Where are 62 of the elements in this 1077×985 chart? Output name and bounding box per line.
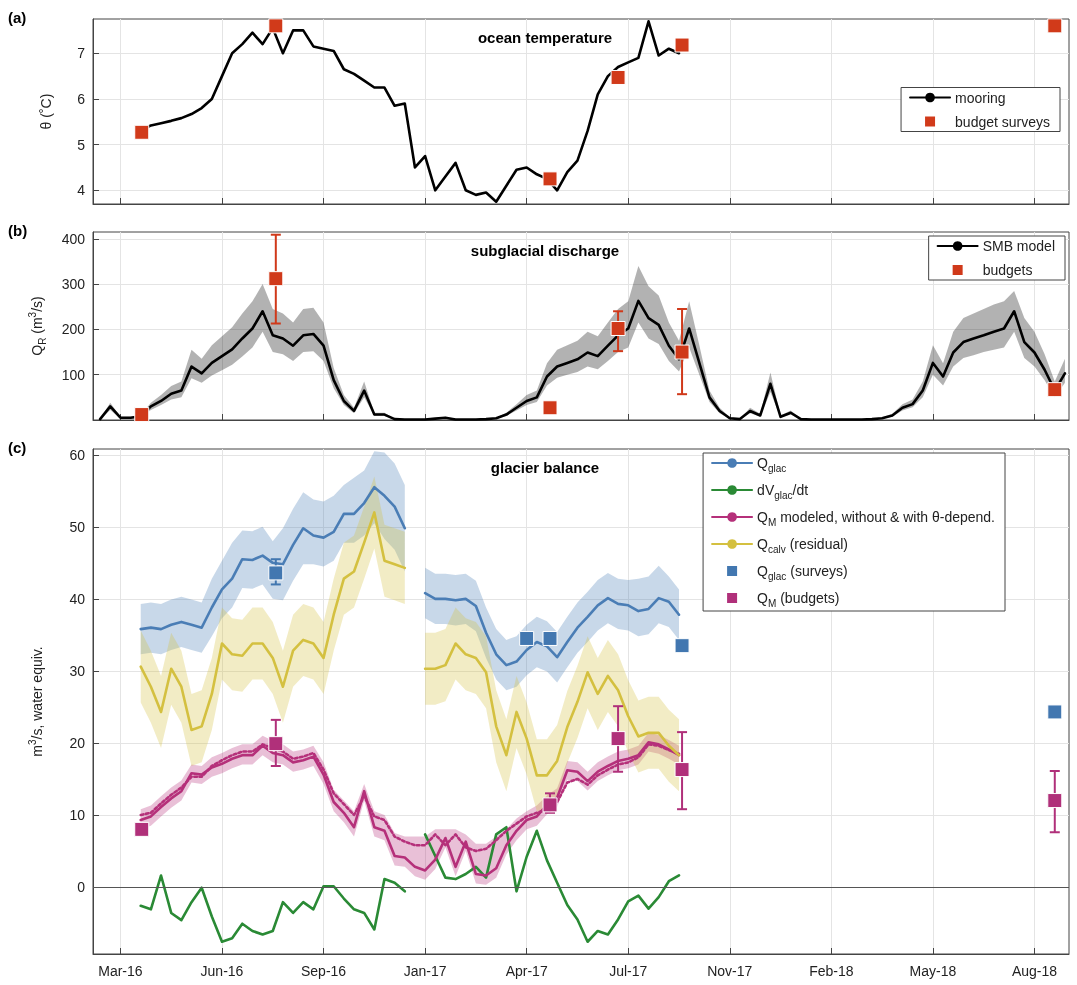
y-tick-label: 4	[77, 182, 86, 199]
point	[542, 797, 558, 813]
legend-label: budget surveys	[955, 113, 1051, 130]
legend-label: mooring	[955, 89, 1006, 106]
text: subglacial discharge	[470, 242, 620, 259]
y-axis-title: θ (˚C)	[38, 93, 54, 130]
point	[134, 407, 150, 423]
point	[134, 821, 150, 837]
point	[268, 18, 284, 34]
point	[519, 630, 535, 646]
line-series	[98, 299, 1067, 421]
point	[1047, 18, 1063, 34]
y-tick-label: 200	[61, 321, 86, 338]
text: (b)	[8, 222, 28, 239]
x-tick-label: Aug-18	[1011, 963, 1058, 979]
point	[1047, 793, 1063, 809]
point	[268, 736, 284, 752]
y-tick-label: 10	[69, 806, 86, 823]
y-axis-title: QR (m3/s)	[26, 296, 48, 356]
y-tick-label: 400	[61, 230, 86, 247]
y-tick-label: 50	[69, 518, 86, 535]
point	[674, 37, 690, 53]
point	[268, 271, 284, 287]
x-tick-label: Jan-17	[403, 963, 447, 979]
point	[674, 762, 690, 778]
y-tick-label: 0	[77, 879, 86, 895]
y-tick-label: 5	[77, 136, 86, 153]
point	[610, 731, 626, 747]
legend-label: budgets	[982, 262, 1033, 278]
x-tick-label: Feb-18	[809, 963, 854, 979]
point	[542, 400, 558, 416]
y-tick-label: 30	[69, 662, 86, 679]
point	[674, 638, 690, 654]
point	[674, 344, 690, 360]
x-tick-label: Nov-17	[707, 963, 753, 979]
legend-label: SMB model	[982, 238, 1055, 254]
point	[542, 171, 558, 187]
text: (a)	[8, 9, 27, 26]
point	[1047, 704, 1063, 720]
x-tick-label: Jun-16	[200, 963, 244, 979]
y-tick-label: 100	[61, 366, 86, 383]
y-tick-label: 60	[69, 446, 86, 463]
y-tick-label: 20	[69, 734, 86, 751]
y-tick-label: 6	[77, 90, 86, 107]
point	[542, 630, 558, 646]
x-tick-label: Apr-17	[505, 963, 548, 979]
text: ocean temperature	[477, 29, 613, 46]
x-tick-label: Jul-17	[609, 963, 648, 979]
y-tick-label: 40	[69, 590, 86, 607]
y-tick-label: 7	[77, 45, 86, 62]
point	[134, 124, 150, 140]
text: (c)	[8, 439, 27, 456]
x-tick-label: Sep-16	[300, 963, 347, 979]
point	[610, 320, 626, 336]
y-tick-label: 300	[61, 276, 86, 293]
y-axis-title: m3/s, water equiv.	[26, 646, 45, 757]
point	[1047, 382, 1063, 398]
point	[610, 69, 626, 85]
x-tick-label: May-18	[909, 963, 957, 979]
text: glacier balance	[490, 459, 600, 476]
x-tick-label: Mar-16	[98, 963, 143, 979]
point	[268, 565, 284, 581]
